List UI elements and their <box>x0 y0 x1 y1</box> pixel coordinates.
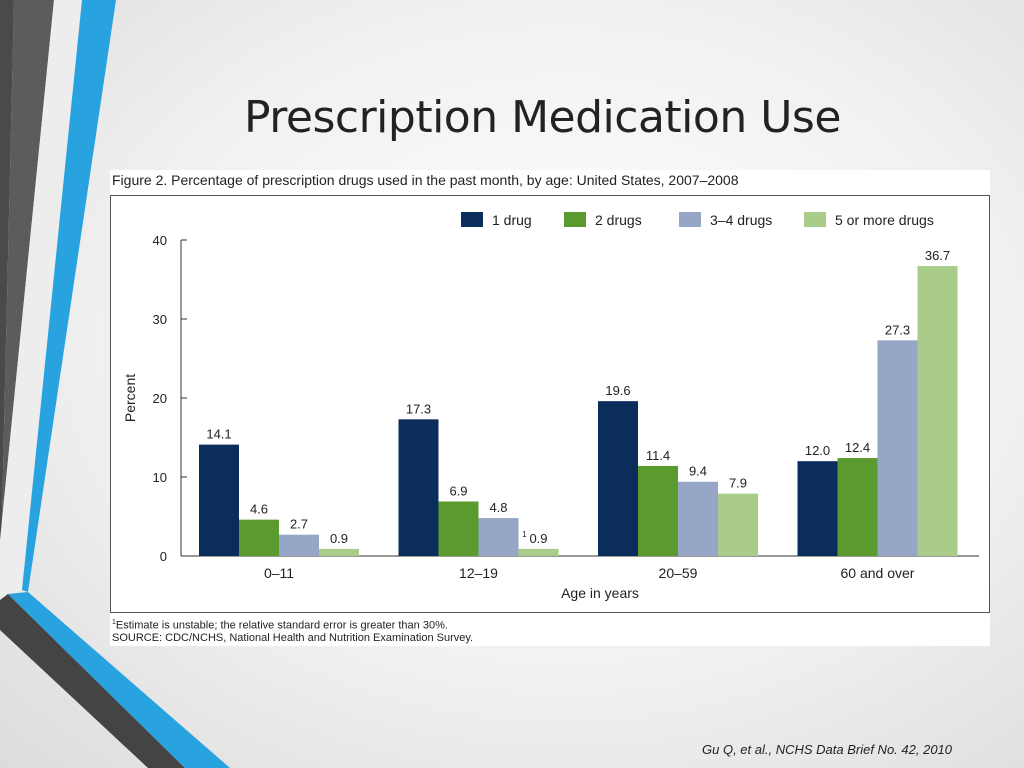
bar <box>877 340 918 556</box>
legend-swatch <box>461 212 483 227</box>
bar <box>279 534 319 556</box>
figure-title: Figure 2. Percentage of prescription dru… <box>112 172 739 188</box>
bar-value-label: 11.4 <box>646 448 670 463</box>
y-tick-label: 0 <box>160 549 167 564</box>
bar-value-label: 0.9 <box>529 531 547 546</box>
bar-chart: 0 10 20 30 40 Percent 14.1 4.6 2.7 0.9 0–11 17.3 6.9… <box>122 212 979 601</box>
x-tick-label: 12–19 <box>459 565 498 581</box>
bar-value-label: 4.8 <box>489 500 507 515</box>
bar <box>797 461 838 556</box>
bar <box>319 548 359 556</box>
bar-value-label: 7.9 <box>729 476 747 491</box>
lower-dark-accent <box>0 594 185 768</box>
bar <box>917 266 958 556</box>
bar <box>438 501 479 556</box>
y-axis-label: Percent <box>122 374 138 422</box>
x-tick-label: 60 and over <box>841 565 915 581</box>
bar <box>598 401 638 556</box>
bar <box>638 465 678 556</box>
blue-accent-stripe <box>22 0 116 592</box>
source-note: SOURCE: CDC/NCHS, National Health and Nu… <box>112 632 474 644</box>
bar <box>478 518 519 556</box>
bar-value-label: 12.0 <box>805 443 830 458</box>
y-tick-label: 20 <box>153 391 167 406</box>
citation: Gu Q, et al., NCHS Data Brief No. 42, 20… <box>702 742 953 757</box>
x-tick-label: 20–59 <box>659 565 698 581</box>
legend-swatch <box>679 212 701 227</box>
bar-value-label: 0.9 <box>330 531 348 546</box>
slide-title: Prescription Medication Use <box>244 92 841 143</box>
y-tick-label: 10 <box>153 470 167 485</box>
bar-value-label: 27.3 <box>885 322 910 337</box>
legend-label: 1 drug <box>492 212 532 228</box>
footnote-text: Estimate is unstable; the relative stand… <box>115 619 448 632</box>
legend-label: 5 or more drugs <box>835 212 934 228</box>
bar <box>518 548 559 556</box>
unstable-marker: 1 <box>522 530 527 539</box>
light-accent-stripe <box>0 0 82 600</box>
bar <box>398 419 439 556</box>
legend-swatch <box>804 212 826 227</box>
x-axis-label: Age in years <box>561 585 639 601</box>
y-tick-label: 30 <box>153 312 167 327</box>
bar-value-label: 2.7 <box>290 517 308 532</box>
footnote: 1Estimate is unstable; the relative stan… <box>112 619 448 632</box>
bar-value-label: 6.9 <box>449 483 467 498</box>
bar-value-label: 36.7 <box>925 248 950 263</box>
lower-blue-accent <box>8 592 230 768</box>
bar-value-label: 12.4 <box>845 440 870 455</box>
gray-accent-stripe <box>0 0 54 600</box>
legend-swatch <box>564 212 586 227</box>
bar-value-label: 4.6 <box>250 502 268 517</box>
x-tick-label: 0–11 <box>264 565 294 581</box>
bar <box>678 481 718 556</box>
bar <box>239 519 279 556</box>
bar-value-label: 19.6 <box>605 383 630 398</box>
legend-label: 3–4 drugs <box>710 212 772 228</box>
bar-value-label: 9.4 <box>689 464 707 479</box>
figure: Figure 2. Percentage of prescription dru… <box>110 170 990 646</box>
legend-label: 2 drugs <box>595 212 642 228</box>
bar-value-label: 17.3 <box>406 401 431 416</box>
bar <box>199 444 239 556</box>
bar <box>837 458 878 556</box>
y-tick-label: 40 <box>153 233 167 248</box>
footnote-marker: 1 <box>112 619 116 626</box>
chart-frame: 0 10 20 30 40 Percent 14.1 4.6 2.7 0.9 0–11 17.3 6.9… <box>110 195 990 613</box>
bar <box>718 493 758 556</box>
bar-value-label: 14.1 <box>206 427 231 442</box>
